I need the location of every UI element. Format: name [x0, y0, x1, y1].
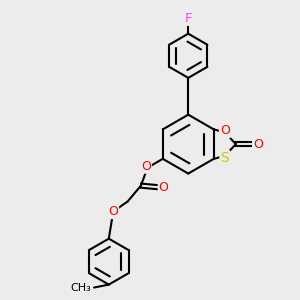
- Text: O: O: [108, 205, 118, 218]
- Text: S: S: [220, 151, 229, 165]
- Text: O: O: [141, 160, 151, 173]
- Text: O: O: [220, 124, 230, 137]
- Text: O: O: [253, 138, 263, 151]
- Text: O: O: [159, 181, 169, 194]
- Text: CH₃: CH₃: [70, 283, 91, 293]
- Text: F: F: [184, 12, 192, 25]
